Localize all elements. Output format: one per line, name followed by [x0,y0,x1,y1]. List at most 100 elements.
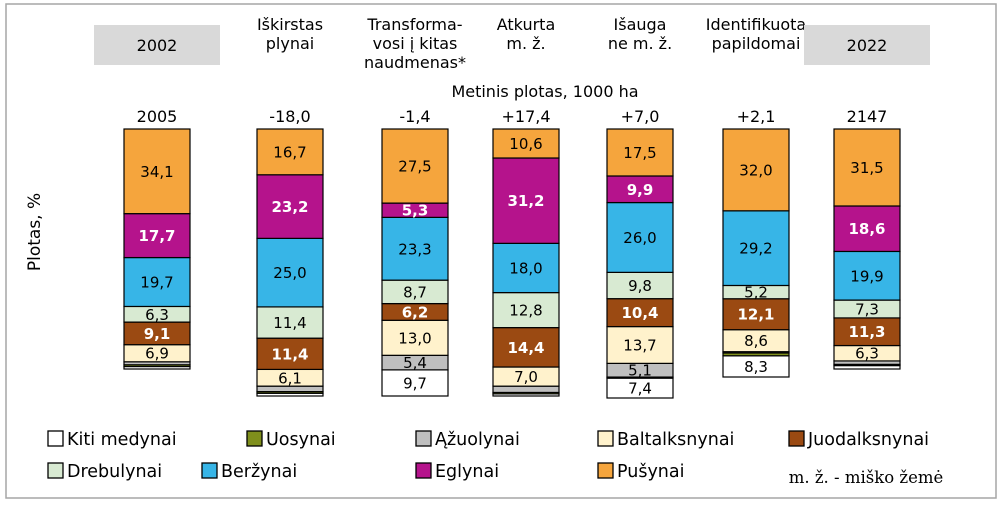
bar-value-label: 13,0 [398,329,431,347]
bar-value-label: 12,8 [509,302,542,320]
bar-segment [492,128,560,159]
bar-total-label: 2147 [847,107,888,126]
bar-value-label: 5,4 [403,354,427,372]
bar-segment [606,271,674,300]
chart-subtitle: Metinis plotas, 1000 ha [451,82,638,101]
legend-item: Uosynai [246,430,336,450]
bar-total-label: +17,4 [501,107,550,126]
bar-value-label: 23,2 [271,198,308,216]
category-label: m. ž. [506,34,545,53]
bar-value-label: 9,9 [627,181,654,199]
bars: 6,99,16,319,717,734,16,111,411,425,023,2… [123,128,901,399]
legend-item: Juodalksnynai [788,430,929,450]
bar-segment [381,128,449,204]
legend-label: Juodalksnynai [807,430,929,450]
legend-swatch [201,462,218,479]
bar-value-label: 11,4 [271,345,308,363]
bar-value-label: 19,7 [140,274,173,292]
y-axis-label: Plotas, % [25,193,45,271]
legend-item: Beržynai [201,462,297,482]
category-label: plynai [266,34,314,53]
legend-swatch [47,462,64,479]
category-label: Išauga [614,15,667,34]
bar-value-label: 34,1 [140,163,173,181]
bar-value-label: 32,0 [739,161,772,179]
legend-label: Ąžuolynai [435,430,520,450]
category-label: Iškirstas [257,15,323,34]
bar-value-label: 5,2 [744,284,768,302]
bar-stack: 7,45,1 13,7 10,4 9,8 26,0 9,9 17,5 [606,128,674,399]
bar-value-label: 5,3 [402,202,429,220]
legend-item: Ąžuolynai [415,430,520,450]
bar-value-label: 6,3 [145,306,169,324]
bar-value-label: 11,3 [848,323,885,341]
bar-segment [256,306,324,339]
bar-segment [381,216,449,281]
category-label: ne m. ž. [608,34,672,53]
bar-value-label: 19,9 [850,267,883,285]
bar-value-label: 31,2 [507,192,544,210]
legend-label: Drebulynai [67,462,162,482]
legend-label: Kiti medynai [67,430,177,450]
bar-value-label: 27,5 [398,158,431,176]
bar-segment [381,369,449,397]
bar-value-label: 25,0 [273,264,306,282]
bar-value-label: 13,7 [623,336,656,354]
legend-item: Drebulynai [47,462,162,482]
bar-segment [606,128,674,177]
bar-stack: 6,1 11,4 11,4 25,0 23,2 16,7 [256,128,324,397]
category-label: naudmenas* [364,53,466,72]
bar-segment [492,242,560,294]
bar-total-label: -1,4 [399,107,430,126]
category-label: Transforma- [366,15,462,34]
abbreviation-note: m. ž. - miško žemė [789,468,944,487]
bar-segment [492,327,560,368]
bar-segment [381,319,449,356]
bar-value-label: 10,6 [509,135,542,153]
bar-segment [256,128,324,176]
bar-value-label: 26,0 [623,229,656,247]
legend-swatch [415,462,432,479]
bar-value-label: 9,8 [628,277,652,295]
bar-stack: 8,3 8,6 12,1 5,2 29,2 32,0 [722,128,790,378]
bar-value-label: 7,0 [514,368,538,386]
bar-segment [606,175,674,204]
bar-segment [492,385,560,394]
legend-swatch [597,430,614,447]
legend-swatch [597,462,614,479]
bar-segment [256,174,324,239]
bar-value-label: 17,7 [138,227,175,245]
bar-segment [256,237,324,308]
bar-stack: 7,0 14,4 12,8 18,0 31,2 10,6 [492,128,560,397]
bar-value-label: 23,3 [398,240,431,258]
category-header-box [804,25,930,65]
bar-segment [722,298,790,331]
legend-label: Beržynai [221,462,297,482]
bar-value-label: 8,7 [403,283,427,301]
legend-swatch [246,430,263,447]
bar-value-label: 10,4 [621,304,658,322]
bar-value-label: 6,9 [145,345,169,363]
bar-value-label: 18,6 [848,220,885,238]
legend-swatch [47,430,64,447]
bar-value-label: 18,0 [509,259,542,277]
bar-stack: 6,9 9,16,3 19,7 17,7 34,1 [123,128,191,370]
bar-stack: 6,3 11,3 7,3 19,9 18,6 31,5 [833,128,901,370]
category-label: 2002 [137,36,178,55]
bar-segment [833,128,901,207]
bar-value-label: 17,5 [623,144,656,162]
bar-value-label: 7,3 [855,301,879,319]
bar-stack: 9,7 5,4 13,0 6,2 8,7 23,3 5,3 27,5 [381,128,449,397]
legend-label: Pušynai [617,462,685,482]
bar-value-label: 14,4 [507,339,544,357]
bar-value-label: 29,2 [739,240,772,258]
bar-value-label: 5,1 [628,362,652,380]
bar-segment [256,337,324,371]
bar-segment [123,128,191,215]
category-header-box [94,25,220,65]
legend-item: Pušynai [597,462,685,482]
legend-item: Kiti medynai [47,430,177,450]
